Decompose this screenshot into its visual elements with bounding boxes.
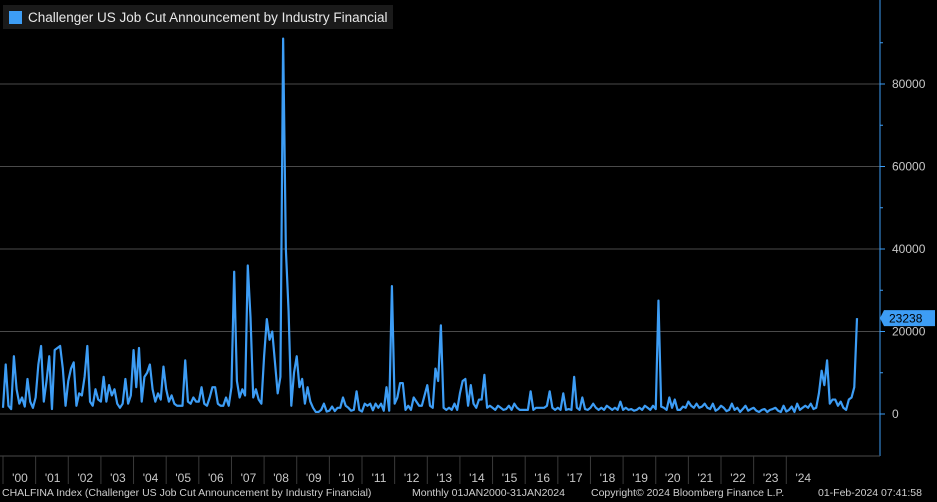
y-tick-label: 0 [892, 407, 899, 421]
x-tick-label: '07 [241, 471, 257, 485]
last-value-label: 23238 [889, 312, 923, 326]
y-tick-label: 20000 [892, 325, 926, 339]
footer-range: Monthly 01JAN2000-31JAN2024 [412, 487, 565, 499]
x-tick-label: '03 [110, 471, 126, 485]
x-tick-label: '15 [502, 471, 518, 485]
x-tick-label: '17 [567, 471, 583, 485]
x-tick-label: '04 [143, 471, 159, 485]
x-tick-label: '05 [175, 471, 191, 485]
x-tick-label: '08 [273, 471, 289, 485]
x-tick-label: '01 [45, 471, 61, 485]
x-tick-label: '22 [730, 471, 746, 485]
x-tick-label: '06 [208, 471, 224, 485]
x-tick-label: '19 [632, 471, 648, 485]
y-tick-label: 80000 [892, 77, 926, 91]
x-tick-label: '23 [763, 471, 779, 485]
legend: Challenger US Job Cut Announcement by In… [3, 5, 394, 29]
x-tick-label: '09 [306, 471, 322, 485]
gridlines [0, 83, 880, 415]
x-tick-label: '24 [795, 471, 811, 485]
series [1, 37, 859, 414]
x-tick-label: '00 [12, 471, 28, 485]
y-tick-label: 60000 [892, 160, 926, 174]
last-value-tag [880, 310, 935, 327]
x-tick-label: '13 [436, 471, 452, 485]
x-tick-label: '10 [339, 471, 355, 485]
x-tick-label: '14 [469, 471, 485, 485]
x-tick-label: '21 [698, 471, 714, 485]
footer-copyright: Copyright© 2024 Bloomberg Finance L.P. [591, 487, 785, 499]
x-tick-label: '20 [665, 471, 681, 485]
last-value-marker: 23238 [880, 310, 935, 327]
x-tick-label: '02 [77, 471, 93, 485]
footer: CHALFINA Index (Challenger US Job Cut An… [0, 486, 937, 502]
x-tick-label: '11 [372, 471, 387, 485]
legend-swatch [9, 10, 22, 24]
legend-label: Challenger US Job Cut Announcement by In… [28, 9, 388, 25]
x-tick-label: '16 [534, 471, 550, 485]
footer-ticker: CHALFINA Index (Challenger US Job Cut An… [2, 487, 372, 499]
y-tick-label: 40000 [892, 242, 926, 256]
x-tick-label: '12 [404, 471, 420, 485]
footer-timestamp: 01-Feb-2024 07:41:58 [818, 487, 922, 499]
x-axis: '00 '01 '02 '03 '04 '05 '06 '07 '08 '09 '10 '11 '12 '… [0, 455, 880, 485]
series-line [1, 37, 859, 414]
x-tick-label: '18 [600, 471, 616, 485]
y-axis: 0 20000 40000 60000 80000 [879, 0, 926, 456]
